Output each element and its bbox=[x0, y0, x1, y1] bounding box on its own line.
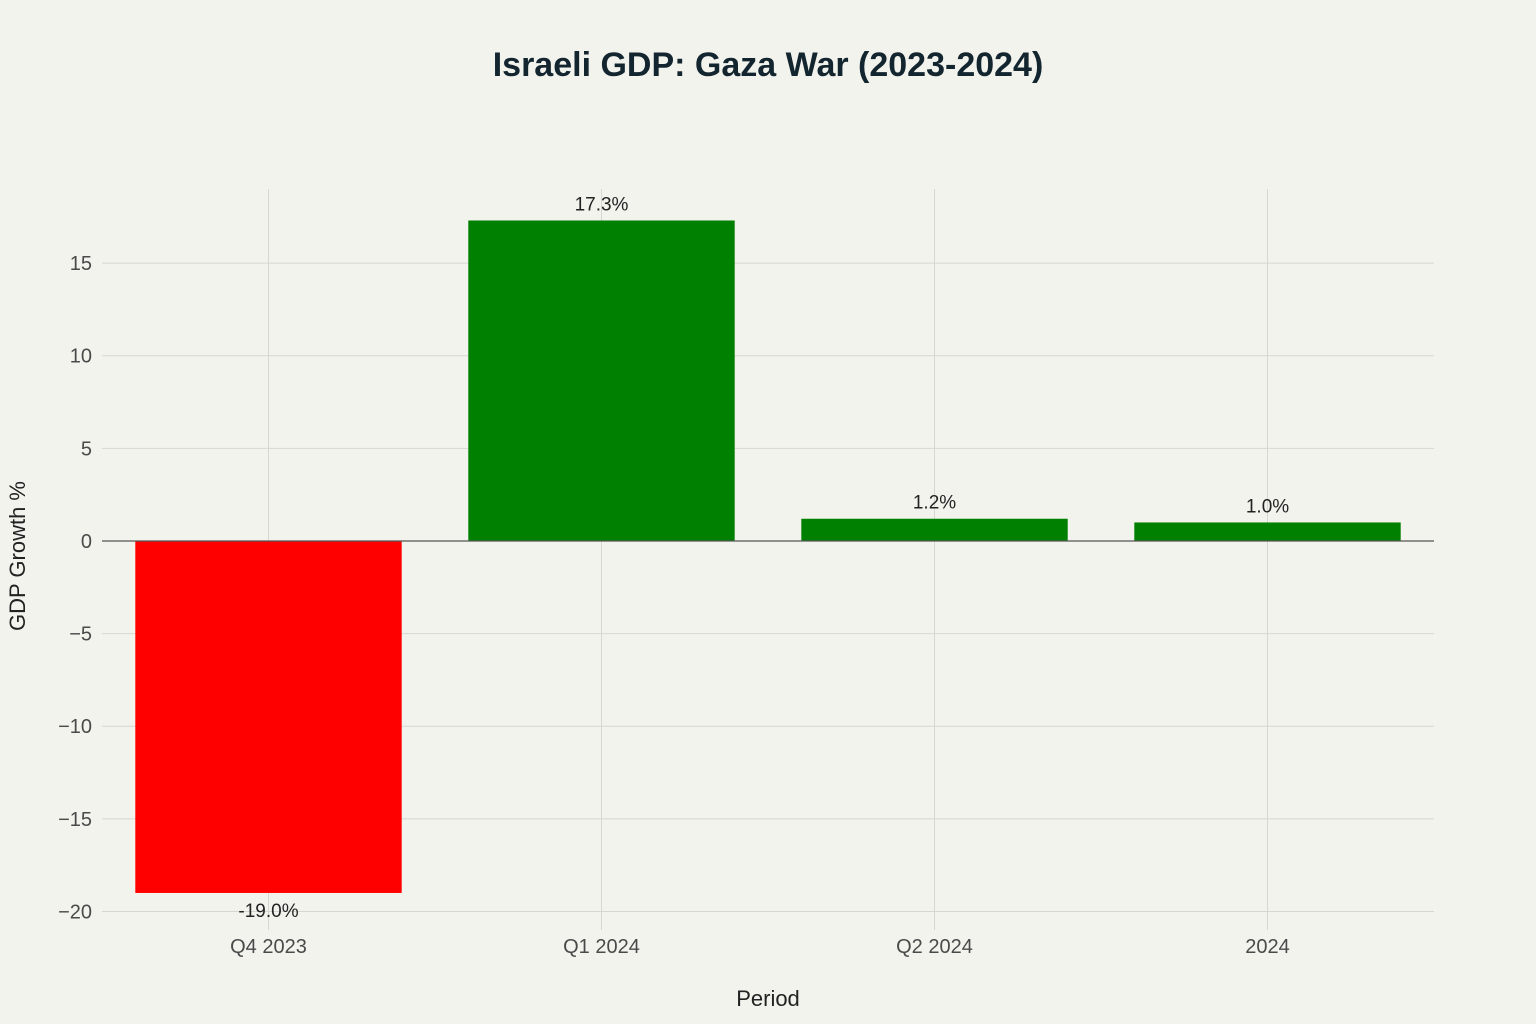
y-tick-label: −10 bbox=[58, 716, 92, 738]
data-label: -19.0% bbox=[238, 901, 298, 922]
y-tick-label: −15 bbox=[58, 809, 92, 831]
x-tick-label: 2024 bbox=[1245, 936, 1290, 958]
x-tick-label: Q1 2024 bbox=[563, 936, 640, 958]
y-tick-label: 10 bbox=[70, 346, 92, 368]
y-tick-label: 5 bbox=[81, 438, 92, 460]
y-tick-label: 15 bbox=[70, 253, 92, 275]
data-label: 1.0% bbox=[1246, 496, 1289, 517]
bar-q1-2024 bbox=[468, 220, 735, 541]
data-label: 1.2% bbox=[913, 493, 956, 514]
y-tick-label: 0 bbox=[81, 531, 92, 553]
y-tick-label: −20 bbox=[58, 901, 92, 923]
plot-area: 15 10 5 0 −5 −10 −15 −20 -19.0% 17.3% 1.2% 1.0% Q4 2… bbox=[58, 189, 1434, 958]
data-label: 17.3% bbox=[575, 194, 629, 215]
x-tick-label: Q4 2023 bbox=[230, 936, 307, 958]
bar-q4-2023 bbox=[135, 540, 402, 893]
x-axis-title: Period bbox=[736, 986, 800, 1011]
bar-q2-2024 bbox=[801, 518, 1068, 541]
bar-2024 bbox=[1134, 522, 1401, 541]
x-tick-label: Q2 2024 bbox=[896, 936, 973, 958]
y-tick-label: −5 bbox=[69, 624, 92, 646]
chart-title: Israeli GDP: Gaza War (2023-2024) bbox=[493, 46, 1044, 84]
y-axis-title: GDP Growth % bbox=[5, 481, 30, 631]
